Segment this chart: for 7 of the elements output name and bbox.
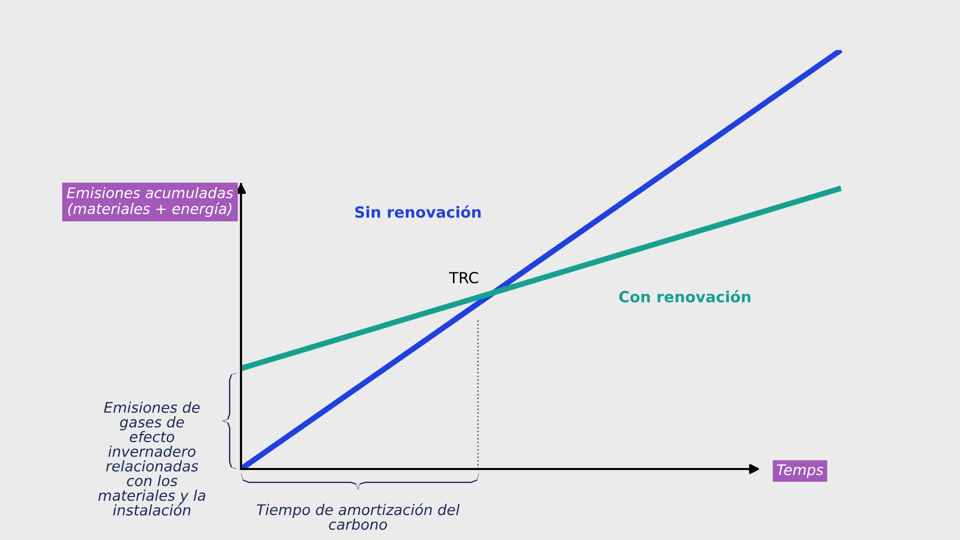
annotation: Emisiones de gases de efecto invernadero relacionadas con los materiales y la instalación — [98, 402, 206, 516]
text: Sin renovación — [355, 205, 481, 218]
text: Tiempo de amortización del carbono — [256, 503, 460, 530]
y-axis-title: Emisiones acumuladas (materiales + energía) — [66, 187, 234, 217]
annotation: TRC — [449, 272, 478, 284]
x-axis-title: Temps — [777, 464, 824, 478]
text: Con renovación — [619, 290, 750, 302]
